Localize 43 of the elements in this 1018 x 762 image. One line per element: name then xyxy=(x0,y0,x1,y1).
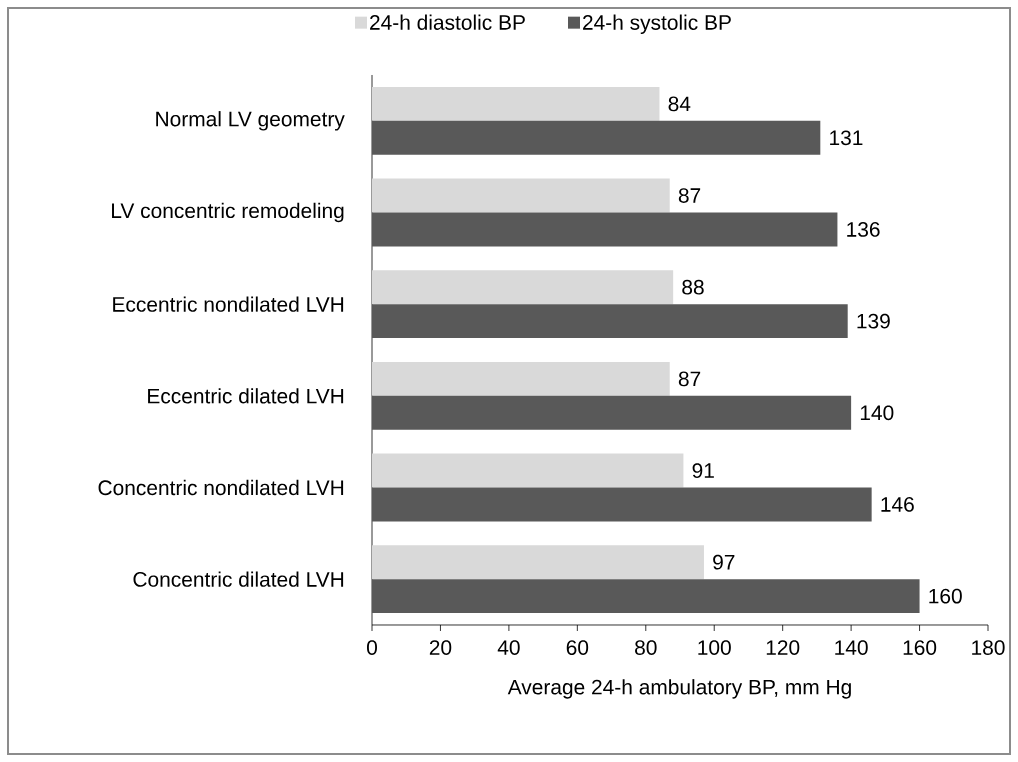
data-label: 87 xyxy=(678,371,701,387)
bar xyxy=(372,86,660,121)
x-tick-label: 140 xyxy=(835,640,868,655)
data-label: 140 xyxy=(860,405,894,421)
y-tick-label: Eccentric nondilated LVH xyxy=(113,296,344,312)
data-label: 160 xyxy=(929,588,962,604)
data-label: 146 xyxy=(881,497,914,512)
data-label: 88 xyxy=(682,279,704,295)
bar xyxy=(372,453,684,488)
bar xyxy=(372,395,852,430)
bar xyxy=(372,487,872,522)
data-label: 84 xyxy=(668,96,691,112)
y-tick-label: Concentric nondilated LVH xyxy=(98,479,344,496)
x-tick-label: 20 xyxy=(429,640,452,655)
bar xyxy=(372,212,838,247)
data-label: 136 xyxy=(847,222,880,237)
data-label: 139 xyxy=(857,313,890,329)
y-tick-label: Concentric dilated LVH xyxy=(133,571,344,587)
y-tick-label: Normal LV geometry xyxy=(156,111,345,131)
bar xyxy=(372,579,920,614)
legend-label: 24-h diastolic BP xyxy=(370,14,525,30)
data-label: 87 xyxy=(678,188,701,203)
data-label: 91 xyxy=(692,463,714,478)
x-tick-label: 100 xyxy=(698,640,731,655)
bar xyxy=(372,120,821,155)
bar xyxy=(372,270,674,305)
legend-label: 24-h systolic BP xyxy=(583,14,731,35)
data-label: 131 xyxy=(830,130,863,146)
bar xyxy=(372,545,704,580)
bar xyxy=(372,361,670,396)
x-tick-label: 180 xyxy=(972,640,1005,655)
x-tick-label: 60 xyxy=(566,640,589,655)
x-tick-label: 120 xyxy=(766,640,800,655)
x-tick-label: 40 xyxy=(497,640,520,655)
x-tick-label: 0 xyxy=(367,640,377,655)
y-tick-label: LV concentric remodeling xyxy=(112,202,344,223)
y-tick-label: Eccentric dilated LVH xyxy=(148,388,344,404)
x-tick-label: 80 xyxy=(635,640,657,655)
x-axis-title: Average 24-h ambulatory BP, mm Hg xyxy=(507,679,851,699)
x-tick-label: 160 xyxy=(903,640,937,655)
bar xyxy=(372,304,848,339)
data-label: 97 xyxy=(713,554,735,570)
bar xyxy=(372,178,670,213)
